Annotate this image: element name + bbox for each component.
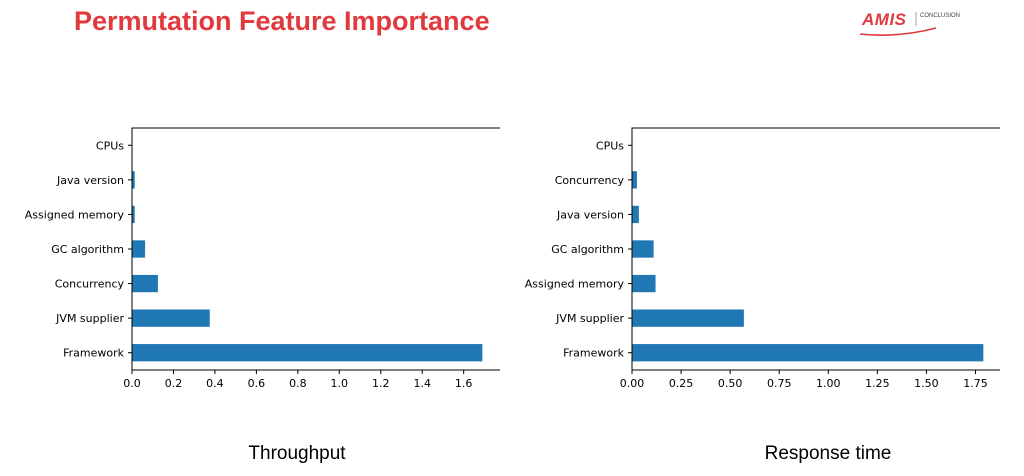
throughput-bar	[132, 171, 135, 189]
throughput-x-tick-label: 1.0	[331, 377, 349, 390]
throughput-x-tick-label: 1.6	[455, 377, 473, 390]
response-time-x-tick-label: 0.75	[767, 377, 792, 390]
response-time-bar	[632, 205, 639, 224]
throughput-bar	[132, 309, 210, 327]
response-time-x-tick-label: 1.75	[963, 377, 988, 390]
throughput-y-tick-label: Concurrency	[55, 278, 125, 291]
response-time-bar	[632, 171, 637, 189]
throughput-x-tick-label: 1.4	[413, 377, 431, 390]
response-time-x-tick-label: 0.50	[718, 377, 743, 390]
response-time-x-tick-label: 1.00	[816, 377, 841, 390]
response-time-bar	[632, 274, 656, 293]
throughput-y-tick-label: Java version	[56, 174, 124, 187]
response-time-y-tick-label: CPUs	[596, 139, 624, 152]
logo-swoosh-icon	[859, 12, 937, 36]
response-time-x-tick-label: 1.50	[914, 377, 939, 390]
response-time-chart-svg: CPUs Concurrency Java version GC algorithm A…	[525, 127, 1000, 390]
throughput-y-tick-label: Assigned memory	[25, 208, 125, 221]
response-time-x-tick-label: 0.00	[620, 377, 645, 390]
logo-brand-text: AMIS	[862, 10, 907, 29]
response-time-y-tick-label: Assigned memory	[525, 278, 625, 291]
throughput-x-tick-label: 0.4	[206, 377, 224, 390]
throughput-y-tick-label: JVM supplier	[55, 312, 124, 325]
throughput-bar	[132, 205, 135, 224]
slide-title: Permutation Feature Importance	[74, 6, 490, 36]
response-time-bar	[632, 344, 984, 362]
response-time-y-tick-label: Framework	[563, 347, 625, 360]
response-time-bar	[632, 240, 654, 258]
throughput-y-tick-label: CPUs	[96, 139, 124, 152]
throughput-x-tick-label: 1.2	[372, 377, 390, 390]
throughput-x-tick-label: 0.0	[123, 377, 141, 390]
throughput-x-tick-label: 0.2	[165, 377, 183, 390]
throughput-caption: Throughput	[248, 443, 346, 464]
response-time-y-tick-label: JVM supplier	[555, 312, 624, 325]
throughput-y-tick-label: GC algorithm	[51, 243, 124, 256]
throughput-bar	[132, 274, 158, 293]
response-time-axes-frame	[631, 127, 1000, 371]
throughput-x-tick-label: 0.6	[248, 377, 266, 390]
response-time-chart: CPUs Concurrency Java version GC algorithm A…	[500, 110, 1000, 400]
throughput-axes-frame	[131, 127, 500, 371]
response-time-y-tick-label: Concurrency	[555, 174, 625, 187]
response-time-x-tick-label: 1.25	[865, 377, 890, 390]
throughput-chart: CPUs Java version Assigned memory GC algori…	[0, 110, 500, 400]
throughput-x-tick-label: 0.8	[289, 377, 307, 390]
response-time-y-tick-label: Java version	[556, 208, 624, 221]
response-time-caption: Response time	[764, 443, 892, 464]
throughput-bar	[132, 344, 483, 362]
logo-sub-text: CONCLUSION	[920, 13, 961, 19]
throughput-bar	[132, 240, 146, 258]
response-time-y-tick-label: GC algorithm	[551, 243, 624, 256]
throughput-y-tick-label: Framework	[63, 347, 125, 360]
throughput-chart-svg: CPUs Java version Assigned memory GC algori…	[25, 127, 500, 390]
amis-logo: AMIS CONCLUSION	[858, 8, 968, 38]
response-time-bar	[632, 309, 744, 327]
response-time-x-tick-label: 0.25	[669, 377, 694, 390]
